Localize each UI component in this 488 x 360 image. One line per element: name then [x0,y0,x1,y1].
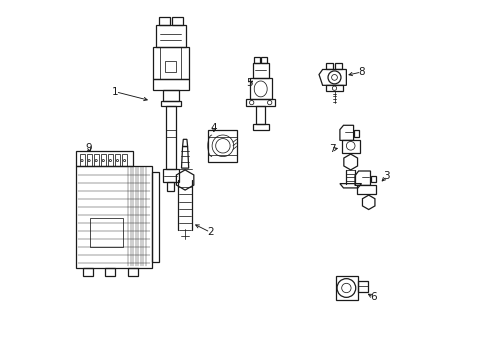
Text: 8: 8 [357,67,364,77]
Text: 4: 4 [210,123,217,133]
Text: 1: 1 [112,87,119,97]
Text: 5: 5 [246,78,253,88]
Text: 3: 3 [383,171,389,181]
Text: 7: 7 [329,144,335,154]
Text: 6: 6 [369,292,376,302]
Text: 2: 2 [206,227,213,237]
Text: 9: 9 [85,143,92,153]
